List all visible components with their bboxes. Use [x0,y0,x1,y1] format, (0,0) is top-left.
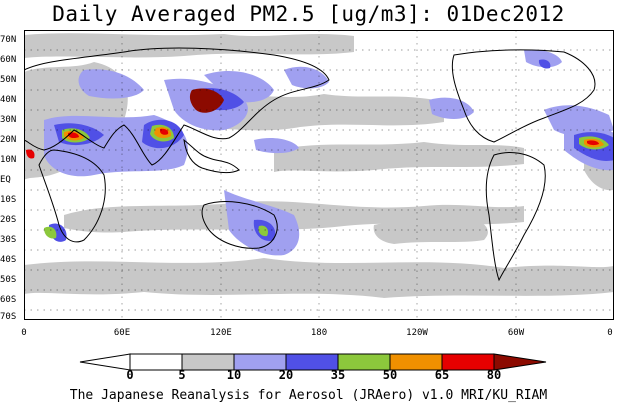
lat-label-20n: 20N [0,135,17,145]
lat-label-60s: 60S [0,295,17,305]
lat-label-eq: EQ [0,175,11,185]
lon-label-60e: 60E [113,328,131,338]
colorbar-arrow-high [493,353,547,371]
colorbar-label-10: 10 [226,368,242,382]
lat-label-10n: 10N [0,155,17,165]
graticule [24,30,614,320]
pm25-band-80-plus [189,88,224,113]
lat-label-40n: 40N [0,95,17,105]
lon-label-0-west: 0 [21,328,27,338]
lon-label-120e: 120E [210,328,232,338]
map-title: Daily Averaged PM2.5 [ug/m3]: 01Dec2012 [52,2,565,26]
colorbar-label-50: 50 [382,368,398,382]
colorbar-label-65: 65 [434,368,450,382]
colorbar-label-0: 0 [126,368,134,382]
colorbar-label-80: 80 [486,368,502,382]
lat-label-70s: 70S [0,312,17,322]
colorbar-label-5: 5 [178,368,186,382]
lat-label-40s: 40S [0,255,17,265]
colorbar-label-20: 20 [278,368,294,382]
lon-label-180: 180 [310,328,328,338]
lat-label-60n: 60N [0,55,17,65]
lat-label-50s: 50S [0,275,17,285]
colorbar [0,352,617,372]
lat-label-70n: 70N [0,35,17,45]
colorbar-swatch-0-5 [129,353,183,371]
colorbar-arrow-low [79,353,131,371]
lon-label-0-east: 0 [607,328,613,338]
lat-label-30n: 30N [0,115,17,125]
lat-label-10s: 10S [0,195,17,205]
lon-label-120w: 120W [406,328,428,338]
credit-line: The Japanese Reanalysis for Aerosol (JRA… [69,388,548,403]
lat-label-30s: 30S [0,235,17,245]
lat-label-50n: 50N [0,75,17,85]
pm25-map [24,30,614,320]
lon-label-60w: 60W [507,328,525,338]
coastlines [24,47,596,282]
lat-label-20s: 20S [0,215,17,225]
colorbar-label-35: 35 [330,368,346,382]
